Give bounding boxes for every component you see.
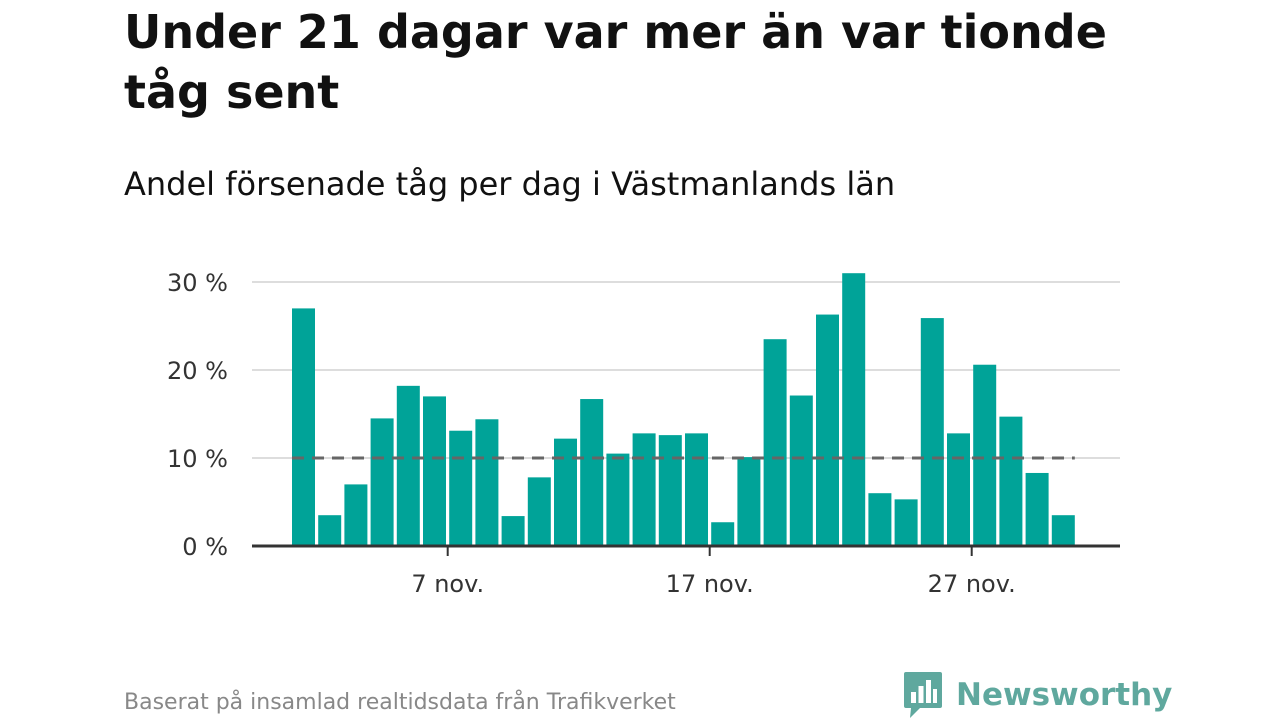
bar — [763, 339, 787, 546]
y-tick-label: 0 % — [182, 533, 228, 561]
newsworthy-logo-icon — [904, 672, 942, 718]
bar — [449, 430, 473, 546]
bar — [632, 433, 656, 546]
source-note: Baserat på insamlad realtidsdata från Tr… — [124, 690, 676, 715]
bar — [973, 364, 997, 546]
bar — [816, 314, 839, 546]
bar — [947, 433, 970, 546]
bar — [1051, 515, 1075, 546]
bar — [1025, 472, 1049, 546]
chart-subtitle: Andel försenade tåg per dag i Västmanlan… — [124, 165, 896, 203]
bar — [396, 385, 420, 546]
bar — [711, 522, 735, 546]
bar-chart: 0 % 10 % 20 % 30 % 7 nov. 17 nov. 27 nov. — [167, 269, 1120, 598]
bar — [737, 457, 761, 546]
bar — [318, 515, 342, 546]
bar — [344, 484, 368, 546]
y-tick-label: 20 % — [167, 357, 228, 385]
brand-name: Newsworthy — [956, 677, 1173, 713]
bar — [920, 318, 944, 546]
x-tick-label: 27 nov. — [928, 570, 1016, 598]
bar — [658, 435, 682, 546]
chart-title: Under 21 dagar var mer än var tionde tåg… — [124, 5, 1107, 119]
bar — [999, 416, 1023, 546]
bar — [842, 273, 866, 546]
bar — [685, 433, 708, 546]
y-tick-label: 30 % — [167, 269, 228, 297]
bar — [292, 308, 315, 546]
x-tick-label: 7 nov. — [411, 570, 484, 598]
bar — [554, 438, 577, 546]
bar — [475, 419, 499, 546]
bar — [580, 399, 604, 546]
bar — [423, 396, 446, 546]
bar — [527, 477, 551, 546]
x-tick-label: 17 nov. — [666, 570, 754, 598]
bar — [894, 499, 918, 546]
bar — [868, 493, 892, 546]
bar — [370, 418, 394, 546]
bar — [501, 516, 525, 546]
bar — [789, 395, 813, 546]
y-tick-label: 10 % — [167, 445, 228, 473]
brand-logo: Newsworthy — [902, 670, 1172, 720]
bar — [606, 453, 630, 546]
